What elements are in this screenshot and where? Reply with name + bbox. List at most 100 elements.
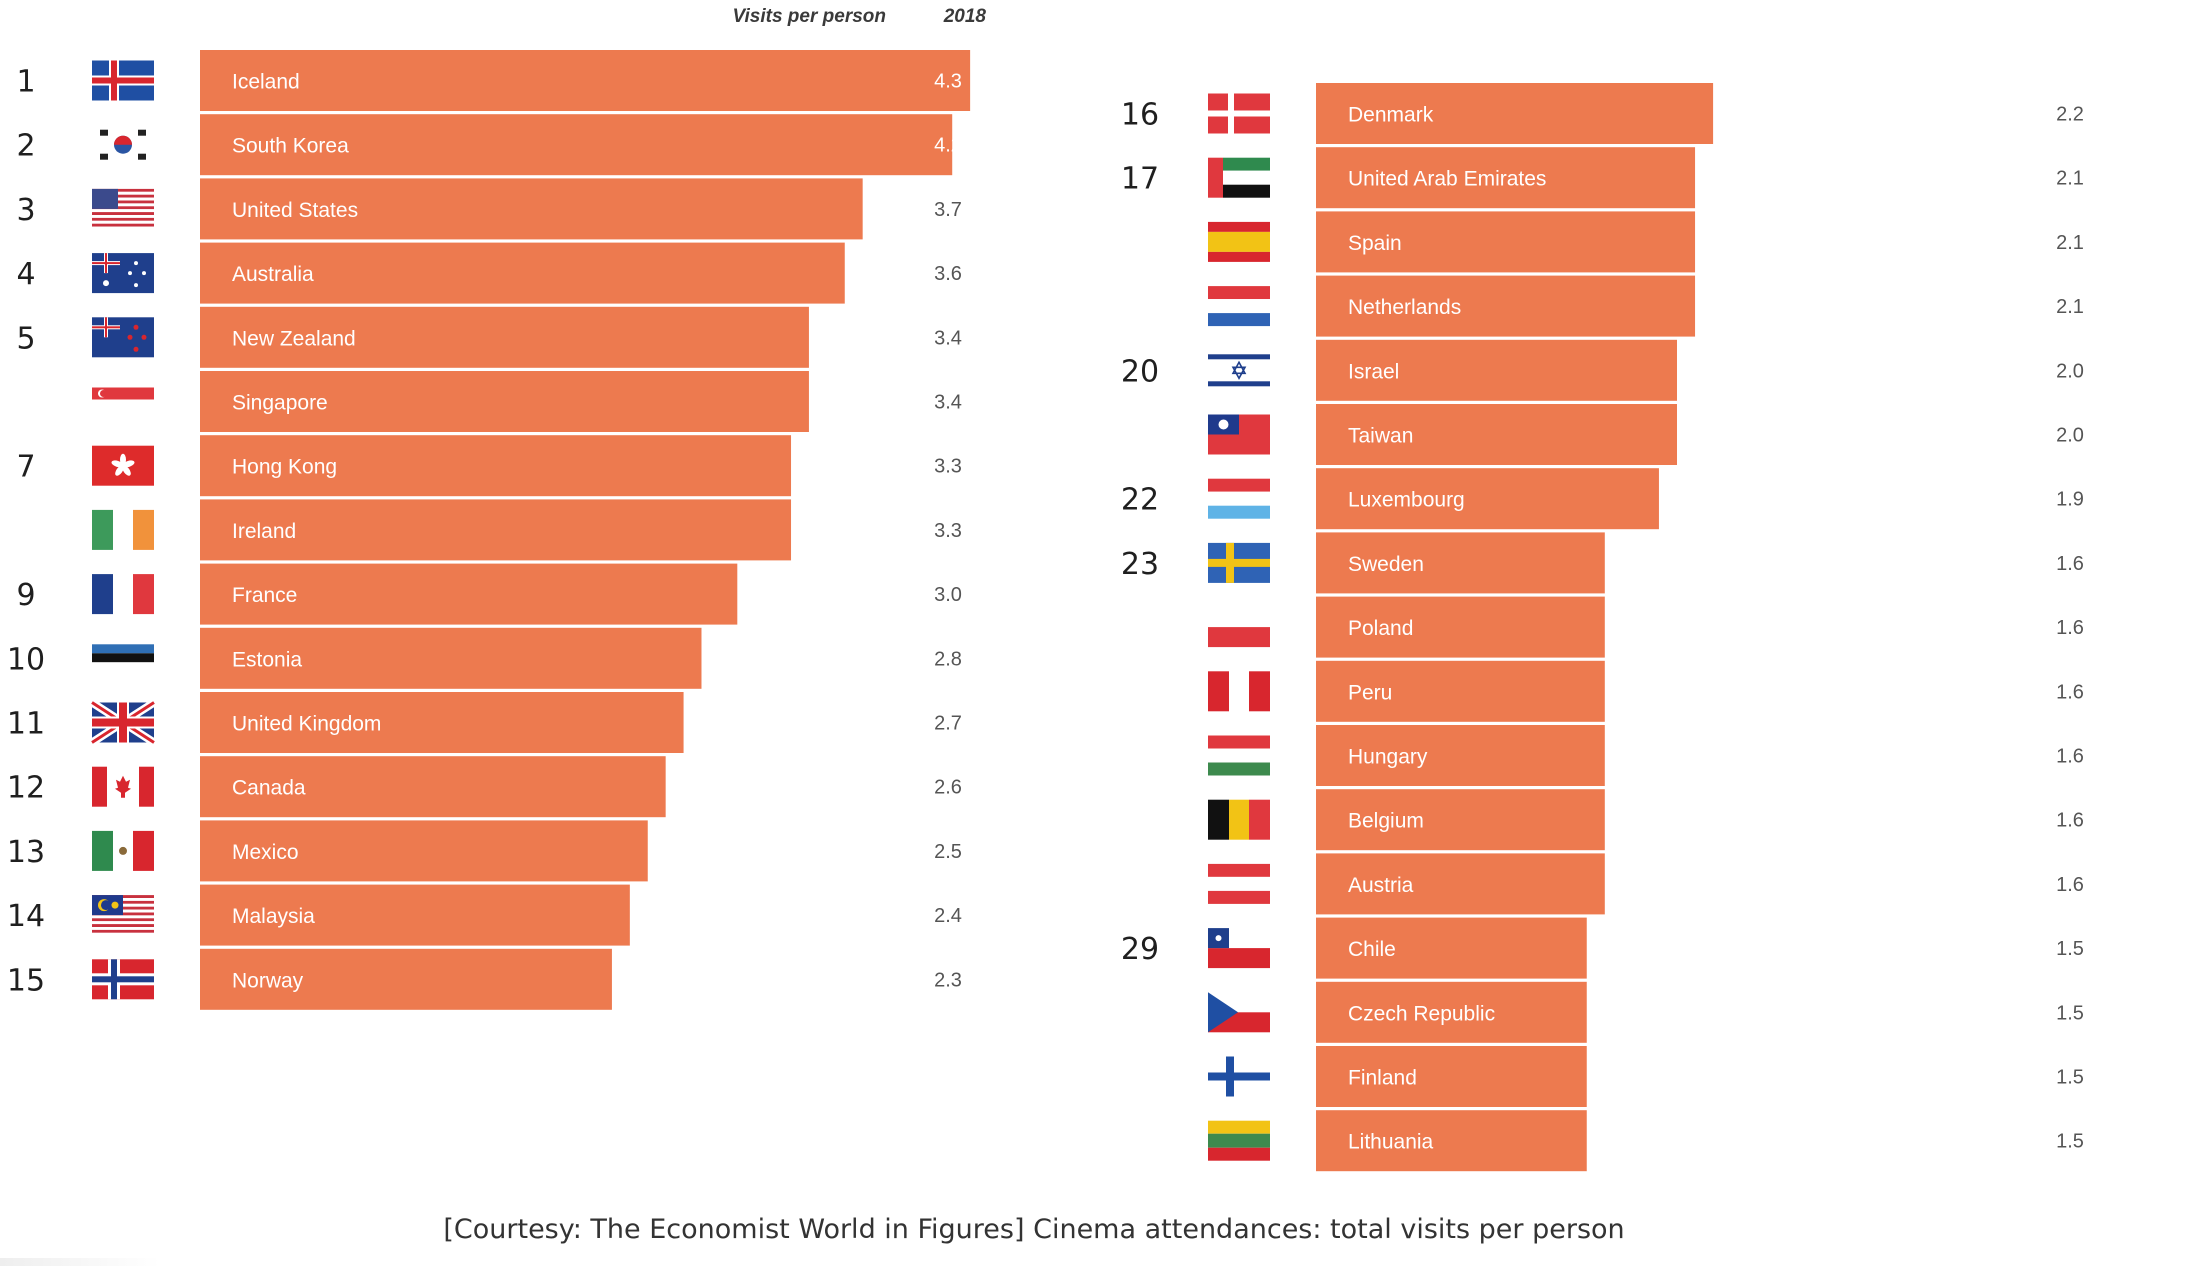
bar — [1316, 660, 1605, 722]
bar — [200, 114, 953, 176]
bar — [200, 371, 809, 432]
rank-label: 22 — [1121, 483, 1159, 518]
bar — [1316, 339, 1677, 401]
rank-label: 7 — [16, 450, 35, 485]
country-label: Canada — [232, 777, 306, 800]
rank-label: 12 — [7, 771, 45, 806]
row-south-korea: 2 South Korea 4.2 — [16, 114, 962, 176]
country-label: South Korea — [232, 135, 349, 158]
value-label: 3.3 — [934, 456, 962, 478]
row-ireland: Ireland 3.3 — [92, 499, 962, 561]
row-hong-kong: 7 Hong Kong 3.3 — [16, 435, 962, 497]
bar — [1316, 981, 1587, 1043]
bar — [1316, 596, 1605, 658]
country-label: Lithuania — [1348, 1131, 1434, 1154]
bar — [1316, 917, 1587, 979]
mexico-flag-icon — [92, 830, 154, 871]
header-measure: Visits per person — [733, 6, 886, 27]
rank-label: 4 — [16, 257, 35, 292]
row-united-arab-emirates: 17 United Arab Emirates 2.1 — [1121, 147, 2084, 209]
row-australia: 4 Australia 3.6 — [16, 242, 962, 304]
row-united-states: 3 United States 3.7 — [16, 178, 962, 240]
country-label: New Zealand — [232, 327, 356, 350]
bar — [1316, 1110, 1587, 1172]
peru-flag-icon — [1208, 671, 1270, 712]
row-canada: 12 Canada 2.6 — [7, 756, 962, 818]
row-lithuania: Lithuania 1.5 — [1208, 1110, 2084, 1172]
value-label: 3.4 — [934, 327, 962, 349]
value-label: 3.3 — [934, 520, 962, 542]
bar — [200, 563, 738, 625]
rank-label: 10 — [7, 642, 45, 677]
belgium-flag-icon — [1208, 799, 1270, 840]
value-label: 2.1 — [2056, 296, 2084, 318]
bar — [200, 756, 666, 818]
bar — [1316, 532, 1605, 594]
united-states-flag-icon — [92, 188, 154, 230]
bar — [1316, 853, 1605, 915]
value-label: 2.3 — [934, 969, 962, 991]
new-zealand-flag-icon — [92, 317, 154, 358]
row-finland: Finland 1.5 — [1208, 1046, 2084, 1107]
finland-flag-icon — [1208, 1056, 1270, 1097]
row-sweden: 23 Sweden 1.6 — [1121, 532, 2084, 594]
israel-flag-icon — [1208, 350, 1270, 391]
value-label: 2.0 — [2056, 425, 2084, 447]
country-label: Czech Republic — [1348, 1002, 1495, 1025]
value-label: 2.4 — [934, 905, 962, 927]
country-label: Estonia — [232, 648, 302, 671]
row-united-kingdom: 11 United Kingdom 2.7 — [7, 692, 962, 753]
bar — [200, 627, 702, 689]
rank-label: 15 — [7, 963, 45, 998]
row-norway: 15 Norway 2.3 — [7, 948, 962, 1010]
country-label: France — [232, 584, 297, 607]
country-label: Peru — [1348, 681, 1392, 704]
value-label: 2.1 — [2056, 232, 2084, 254]
estonia-flag-icon — [92, 644, 154, 672]
bar — [1316, 789, 1605, 851]
country-label: Iceland — [232, 71, 300, 94]
united-kingdom-flag-icon — [89, 699, 157, 746]
france-flag-icon — [92, 574, 154, 615]
country-label: Netherlands — [1348, 296, 1461, 319]
value-label: 4.2 — [934, 135, 962, 157]
country-label: United Kingdom — [232, 713, 381, 736]
czech-republic-flag-icon — [1208, 992, 1270, 1033]
row-hungary: Hungary 1.6 — [1208, 725, 2084, 786]
value-label: 2.7 — [934, 713, 962, 735]
row-spain: Spain 2.1 — [1208, 211, 2084, 273]
value-label: 1.9 — [2056, 489, 2084, 511]
country-label: Israel — [1348, 360, 1399, 383]
value-label: 3.6 — [934, 263, 962, 285]
lithuania-flag-icon — [1208, 1120, 1270, 1161]
south-korea-flag-icon — [92, 124, 154, 165]
bar — [1316, 147, 1696, 209]
netherlands-flag-icon — [1208, 286, 1270, 327]
value-label: 1.5 — [2056, 1131, 2084, 1153]
right-column: 16 Denmark 2.217 United Arab Emirates 2.1Spa… — [1121, 83, 2084, 1172]
denmark-flag-icon — [1208, 93, 1270, 134]
value-label: 3.7 — [934, 199, 962, 221]
value-label: 4.3 — [934, 71, 962, 93]
value-label: 2.2 — [2056, 104, 2084, 126]
country-label: Hong Kong — [232, 456, 337, 479]
country-label: Mexico — [232, 841, 299, 864]
value-label: 2.1 — [2056, 168, 2084, 190]
country-label: Austria — [1348, 874, 1414, 897]
bar — [1316, 404, 1677, 465]
country-label: Hungary — [1348, 746, 1428, 769]
row-france: 9 France 3.0 — [16, 563, 962, 625]
bar — [1316, 275, 1696, 337]
rank-label: 17 — [1121, 162, 1159, 197]
united-arab-emirates-flag-icon — [1208, 157, 1270, 198]
hong-kong-flag-icon — [92, 445, 154, 486]
row-belgium: Belgium 1.6 — [1208, 789, 2084, 851]
ireland-flag-icon — [92, 509, 154, 550]
bar — [1316, 83, 1714, 144]
rank-label: 14 — [7, 899, 45, 934]
country-label: Sweden — [1348, 553, 1424, 576]
rank-label: 5 — [16, 321, 35, 356]
row-mexico: 13 Mexico 2.5 — [7, 820, 962, 882]
header-year: 2018 — [943, 6, 987, 27]
value-label: 1.5 — [2056, 1002, 2084, 1024]
